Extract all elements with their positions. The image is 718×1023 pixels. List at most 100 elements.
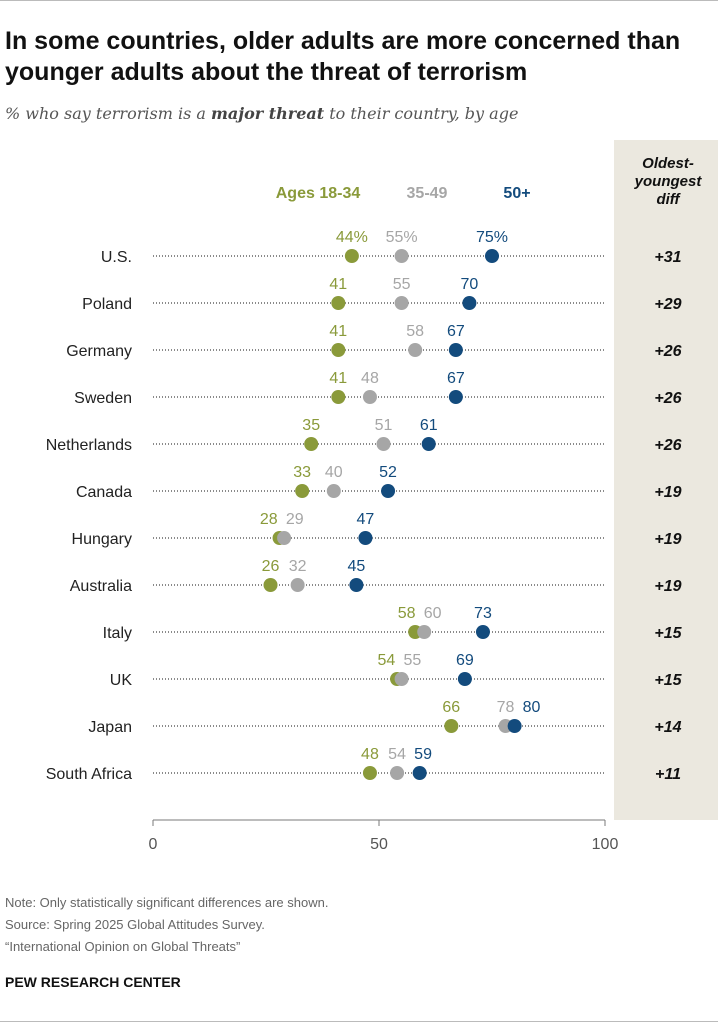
table-row: U.S. 44% 55% 75% +31 [101,229,682,266]
value-label-young: 54 [377,652,395,669]
diff-value: +26 [654,437,681,454]
value-label-middle: 29 [286,511,304,528]
dot-middle [394,296,409,310]
country-label: Australia [70,578,132,595]
dot-middle [394,249,409,263]
x-axis: 0 50 100 [149,819,619,853]
dot-old [462,296,477,310]
table-row: Australia 26 32 45 +19 [70,558,682,595]
dot-middle [326,484,341,498]
top-rule [0,0,718,1]
pew-logo-text: PEW RESEARCH CENTER [5,974,181,990]
value-label-old: 61 [420,417,438,434]
value-label-middle: 40 [325,464,343,481]
value-label-young: 58 [398,605,416,622]
value-label-middle: 55% [386,229,418,246]
dot-young [295,484,310,498]
dot-young [444,719,459,733]
legend-item-young: Ages 18-34 [276,185,361,202]
dot-young [362,766,377,780]
diff-column-panel [614,140,718,820]
dot-middle [277,531,292,545]
dot-old [448,390,463,404]
diff-value: +14 [654,719,681,736]
legend-item-middle: 35-49 [407,185,448,202]
diff-value: +19 [654,484,681,501]
chart-subtitle: % who say terrorism is a major threat to… [5,104,518,123]
value-label-old: 70 [461,276,479,293]
value-label-old: 47 [357,511,375,528]
dot-middle [376,437,391,451]
value-label-young: 28 [260,511,278,528]
chart-rows: U.S. 44% 55% 75% +31 Poland 41 55 70 +29 Germany 41… [46,229,683,783]
bottom-rule [0,1021,718,1022]
value-label-young: 48 [361,746,379,763]
country-label: UK [110,672,133,689]
value-label-young: 41 [329,276,347,293]
value-label-old: 69 [456,652,474,669]
value-label-young: 33 [293,464,311,481]
subtitle-emphasis: major threat [210,104,325,123]
table-row: Japan 66 78 80 +14 [88,699,681,736]
diff-value: +15 [654,625,682,642]
table-row: Poland 41 55 70 +29 [82,276,682,313]
dot-middle [362,390,377,404]
dot-old [412,766,427,780]
value-label-old: 45 [348,558,366,575]
source-text: Source: Spring 2025 Global Attitudes Sur… [5,917,265,932]
value-label-middle: 78 [497,699,515,716]
dot-old [421,437,436,451]
dot-old [457,672,472,686]
diff-value: +11 [655,766,681,783]
value-label-young: 41 [329,323,347,340]
value-label-old: 73 [474,605,492,622]
chart-title: In some countries, older adults are more… [5,27,681,86]
table-row: Italy 58 60 73 +15 [103,605,683,642]
dot-young [331,296,346,310]
table-row: Sweden 41 48 67 +26 [74,370,682,407]
table-row: South Africa 48 54 59 +11 [46,746,681,783]
dot-young [331,390,346,404]
dot-middle [390,766,405,780]
diff-value: +26 [654,390,681,407]
table-row: Canada 33 40 52 +19 [76,464,682,501]
value-label-old: 52 [379,464,397,481]
value-label-young: 44% [336,229,368,246]
value-label-middle: 60 [424,605,442,622]
value-label-young: 66 [442,699,460,716]
value-label-middle: 32 [289,558,307,575]
value-label-middle: 54 [388,746,406,763]
value-label-middle: 48 [361,370,379,387]
table-row: UK 54 55 69 +15 [110,652,683,689]
country-label: Sweden [74,390,132,407]
country-label: Netherlands [46,437,132,454]
value-label-old: 59 [414,746,432,763]
diff-value: +19 [654,531,681,548]
value-label-young: 41 [329,370,347,387]
value-label-old: 67 [447,370,465,387]
diff-header-line: youngest [634,173,703,190]
country-label: Italy [103,625,132,642]
diff-value: +26 [654,343,681,360]
x-tick-label: 100 [592,836,619,853]
diff-value: +29 [654,296,681,313]
subtitle-suffix: to their country, by age [324,104,519,123]
dot-middle [408,343,423,357]
subtitle-prefix: % who say terrorism is a [5,104,211,123]
dot-middle [417,625,432,639]
dot-middle [394,672,409,686]
value-label-old: 80 [523,699,541,716]
value-label-young: 35 [302,417,320,434]
table-row: Germany 41 58 67 +26 [66,323,681,360]
country-label: Canada [76,484,132,501]
value-label-old: 75% [476,229,508,246]
country-label: Germany [66,343,132,360]
dot-young [304,437,319,451]
country-label: Poland [82,296,132,313]
note-text: Note: Only statistically significant dif… [5,895,329,910]
dot-old [381,484,396,498]
country-label: Japan [88,719,132,736]
diff-header-line: Oldest- [642,155,694,172]
dot-old [475,625,490,639]
